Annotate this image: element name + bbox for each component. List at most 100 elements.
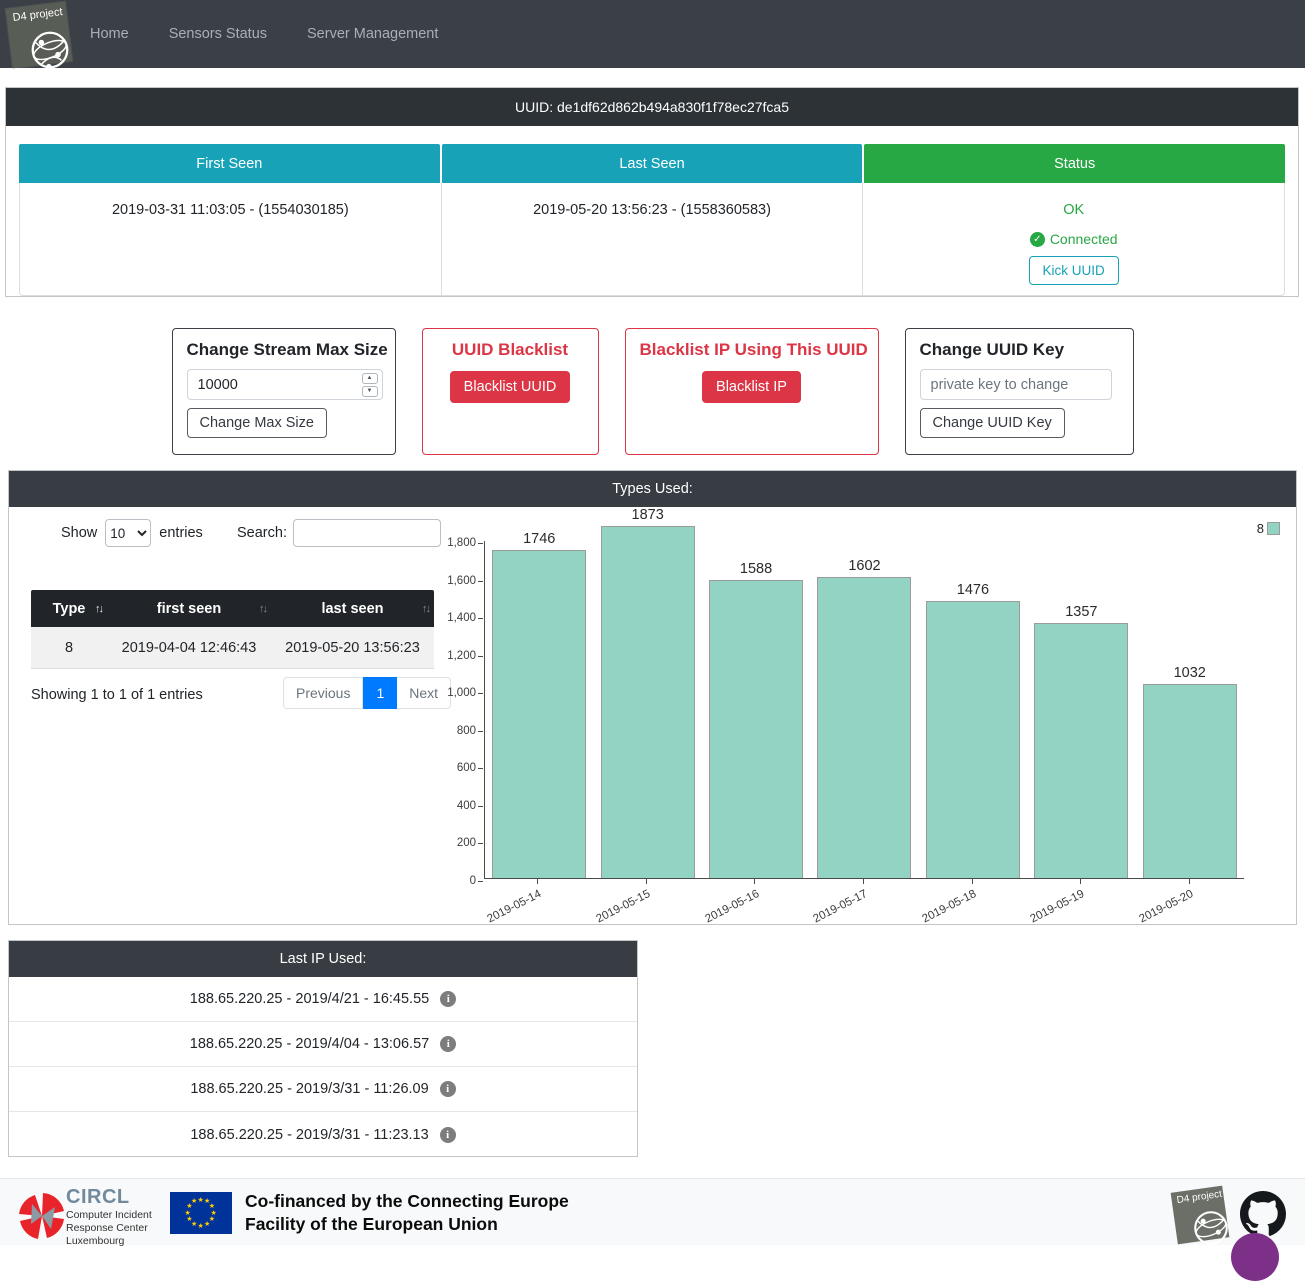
kick-uuid-button[interactable]: Kick UUID	[1028, 256, 1119, 285]
last-ip-title: Last IP Used:	[9, 941, 637, 977]
circl-name: CIRCL	[66, 1186, 130, 1208]
private-key-input[interactable]	[919, 369, 1112, 400]
d4-project-footer-logo[interactable]: D4 project	[1170, 1185, 1232, 1245]
y-axis-tick: 0	[437, 875, 483, 887]
github-icon[interactable]	[1240, 1191, 1286, 1237]
panel-title: Change Stream Max Size	[186, 340, 388, 359]
x-axis-slot: 2019-05-18	[918, 879, 1027, 925]
bar-2019-05-19[interactable]	[1034, 623, 1129, 878]
pagination: Previous 1 Next	[283, 677, 452, 709]
info-icon[interactable]: i	[439, 1081, 456, 1097]
table-info-text: Showing 1 to 1 of 1 entries	[31, 687, 203, 703]
footer: CIRCL Computer Incident Response Center Lu…	[0, 1178, 1305, 1247]
x-axis-label: 2019-05-19	[1028, 888, 1087, 926]
pagination-page-1[interactable]: 1	[363, 677, 398, 709]
last-seen-value: 2019-05-20 13:56:23 - (1558360583)	[440, 183, 863, 295]
panel-title: Change UUID Key	[919, 340, 1065, 359]
types-used-panel: Types Used: Show 10 entries Search: Type…	[8, 470, 1297, 925]
sort-icon: ↑↓	[259, 602, 268, 615]
network-globe-icon	[31, 31, 69, 70]
sensor-status-table: First Seen Last Seen Status 2019-03-31 1…	[19, 144, 1286, 296]
change-uuid-key-button[interactable]: Change UUID Key	[919, 408, 1065, 438]
ip-row-text: 188.65.220.25 - 2019/3/31 - 11:23.13	[190, 1126, 429, 1143]
blacklist-uuid-button[interactable]: Blacklist UUID	[449, 371, 571, 403]
uuid-title: UUID: de1df62d862b494a830f1f78ec27fca5	[6, 88, 1298, 126]
pagination-previous[interactable]: Previous	[283, 677, 364, 709]
spinner-down-icon[interactable]: ▼	[361, 386, 378, 397]
chat-widget-button[interactable]	[1231, 1233, 1279, 1281]
table-cell: 2019-05-20 13:56:23	[285, 639, 420, 656]
column-header-last-seen[interactable]: last seen ↑↓	[271, 590, 434, 627]
spinner-up-icon[interactable]: ▲	[361, 373, 378, 384]
search-label: Search:	[237, 525, 287, 541]
max-size-input[interactable]	[187, 370, 338, 399]
bar-value-label: 1476	[956, 581, 990, 598]
chart-legend[interactable]: 8	[1257, 521, 1280, 536]
column-header-Type[interactable]: Type ↑↓	[31, 590, 107, 627]
last-ip-panel: Last IP Used: 188.65.220.25 - 2019/4/21 …	[8, 940, 638, 1157]
bar-slot-2019-05-18: 1476	[919, 582, 1027, 878]
sort-icon: ↑↓	[422, 602, 431, 615]
ip-row-text: 188.65.220.25 - 2019/4/21 - 16:45.55	[189, 991, 430, 1007]
nav-item-sensors-status[interactable]: Sensors Status	[168, 26, 268, 42]
circl-logo[interactable]	[18, 1188, 66, 1240]
y-axis-tick: 1,000	[437, 687, 483, 699]
bar-2019-05-15[interactable]	[600, 526, 695, 878]
connected-label: Connected	[1049, 231, 1118, 247]
table-cell: 2019-04-04 12:46:43	[121, 639, 257, 656]
eu-star: ★	[197, 1196, 204, 1204]
info-icon[interactable]: i	[439, 1126, 456, 1143]
bar-2019-05-20[interactable]	[1142, 684, 1237, 878]
y-axis-tick: 200	[437, 837, 483, 849]
eu-star: ★	[210, 1209, 217, 1217]
action-panels-row: Change Stream Max Size ▲ ▼ Change Max Si…	[0, 328, 1305, 455]
circl-description-line: Luxembourg	[66, 1234, 125, 1247]
bar-2019-05-16[interactable]	[709, 579, 804, 878]
eu-flag: ★ ★ ★ ★ ★ ★ ★ ★ ★ ★ ★ ★	[170, 1192, 232, 1234]
legend-color-swatch	[1267, 522, 1280, 535]
y-axis-tick: 1,800	[437, 537, 483, 549]
info-icon[interactable]: i	[440, 991, 457, 1007]
pagination-next[interactable]: Next	[397, 677, 452, 709]
bar-value-label: 1032	[1173, 665, 1206, 682]
bar-value-label: 1746	[523, 531, 556, 548]
ip-row: 188.65.220.25 - 2019/3/31 - 11:26.09 i	[9, 1067, 637, 1112]
y-axis-tick: 1,600	[437, 575, 483, 587]
change-max-size-panel: Change Stream Max Size ▲ ▼ Change Max Si…	[171, 328, 396, 455]
column-header-label: first seen	[156, 600, 222, 617]
x-axis-label: 2019-05-18	[920, 888, 979, 926]
blacklist-ip-button[interactable]: Blacklist IP	[702, 371, 801, 403]
d4-project-logo[interactable]: D4 project	[5, 1, 75, 71]
types-datatable: Show 10 entries Search: Type ↑↓ first seen…	[9, 507, 452, 926]
eu-star: ★	[184, 1209, 191, 1217]
uuid-blacklist-panel: UUID Blacklist Blacklist UUID	[421, 328, 599, 455]
change-max-size-button[interactable]: Change Max Size	[186, 408, 327, 438]
eu-star: ★	[191, 1220, 198, 1228]
nav-item-home[interactable]: Home	[90, 26, 129, 42]
info-icon[interactable]: i	[440, 1036, 457, 1052]
bar-slot-2019-05-17: 1602	[810, 558, 918, 878]
cofinanced-line: Facility of the European Union	[245, 1214, 498, 1235]
bar-slot-2019-05-16: 1588	[702, 561, 810, 878]
column-header-first-seen[interactable]: first seen ↑↓	[107, 590, 271, 627]
nav-item-server-management[interactable]: Server Management	[307, 26, 439, 42]
x-axis-slot: 2019-05-14	[484, 879, 593, 925]
bar-value-label: 1602	[848, 558, 881, 575]
ip-row: 188.65.220.25 - 2019/4/04 - 13:06.57 i	[9, 1022, 637, 1067]
ip-row: 188.65.220.25 - 2019/3/31 - 11:23.13 i	[9, 1112, 637, 1157]
eu-star: ★	[204, 1198, 211, 1206]
x-axis-label: 2019-05-15	[594, 888, 653, 926]
entries-per-page-select[interactable]: 10	[105, 519, 152, 547]
search-input[interactable]	[292, 519, 441, 547]
bar-value-label: 1873	[631, 507, 664, 524]
status-cell: OK ✓ Connected Kick UUID	[862, 183, 1284, 295]
panel-title: Blacklist IP Using This UUID	[639, 340, 868, 359]
x-axis-slot: 2019-05-15	[593, 879, 702, 925]
bar-2019-05-17[interactable]	[817, 577, 912, 878]
eu-star: ★	[186, 1203, 193, 1210]
number-spinner: ▲ ▼	[361, 373, 378, 397]
types-bar-chart: 8 0 200 400 600 800 1,000 1,200 1,400 1,600 1,800…	[443, 507, 1296, 926]
bar-2019-05-18[interactable]	[925, 600, 1020, 878]
bar-2019-05-14[interactable]	[492, 550, 587, 878]
navbar: D4 project Home Sensors Status Server Mana…	[0, 0, 1305, 71]
